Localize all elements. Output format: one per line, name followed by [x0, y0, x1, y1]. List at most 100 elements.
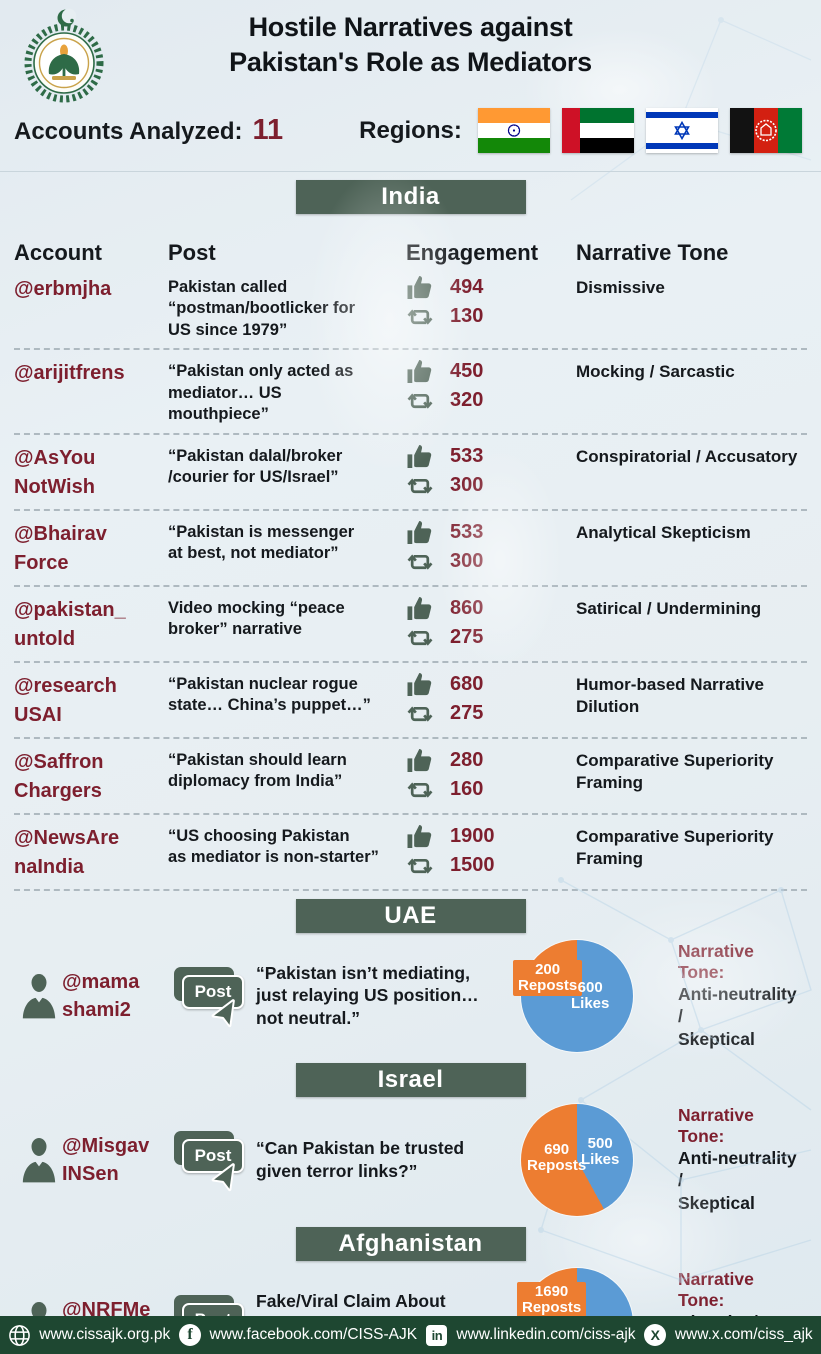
narrative-tone-label: Narrative Tone: — [678, 1268, 754, 1310]
quote-text: “Can Pakistan be trusted given terror li… — [256, 1137, 465, 1181]
pie-chart-uae: 200 Reposts 600 Likes — [513, 939, 633, 1052]
regions-row: Regions: — [359, 108, 802, 153]
thumbs-up-icon — [407, 360, 432, 384]
table-row: @erbmjha Pakistan called “postman/bootli… — [14, 266, 807, 351]
repost-icon — [407, 554, 433, 570]
post-icon: Post — [172, 959, 256, 1033]
network-decoration — [538, 877, 812, 1283]
post-text: “US choosing Pakistan as mediator is non… — [168, 826, 379, 867]
table-row: @Bhairav Force “Pakistan is messenger at… — [14, 511, 807, 587]
likes-count: 280 — [450, 748, 484, 771]
narrative-tone: Conspiratorial / Accusatory — [576, 446, 798, 466]
account-handle[interactable]: @research USAI — [14, 674, 117, 726]
account-handle[interactable]: @arijitfrens — [14, 362, 125, 385]
cursor-icon — [211, 998, 235, 1027]
thumbs-up-icon — [407, 520, 432, 544]
narrative-tone: Dismissive — [576, 278, 665, 297]
table-row: @research USAI “Pakistan nuclear rogue s… — [14, 663, 807, 739]
engagement-cell: 450 320 — [406, 359, 576, 413]
uae-flag-icon — [561, 108, 634, 153]
post-text: “Pakistan nuclear rogue state… China’s p… — [168, 674, 371, 715]
narrative-tone: Comparative Superiority Framing — [576, 826, 774, 868]
x-icon: X — [644, 1324, 667, 1347]
repost-icon — [407, 858, 433, 874]
column-header-engagement: Engagement — [406, 240, 539, 265]
engagement-cell: 1900 1500 — [406, 824, 576, 878]
post-text: Video mocking “peace broker” narrative — [168, 598, 345, 639]
narrative-tone: Mocking / Sarcastic — [576, 362, 735, 382]
thumbs-up-icon — [407, 748, 432, 772]
facebook-icon: f — [179, 1324, 202, 1347]
footer-link-x[interactable]: X www.x.com/ciss_ajk — [644, 1324, 813, 1347]
afghanistan-flag-icon — [729, 108, 802, 153]
pie-reposts-label: 690 Reposts — [527, 1140, 587, 1174]
reposts-count: 160 — [450, 777, 484, 800]
table-row: @NewsAre naIndia “US choosing Pakistan a… — [14, 815, 807, 891]
thumbs-up-icon — [407, 596, 432, 620]
reposts-count: 275 — [450, 701, 484, 724]
quote-text: “Pakistan isn’t mediating, just relaying… — [256, 962, 479, 1029]
column-header-narrative-tone: Narrative Tone — [576, 240, 729, 265]
globe-icon — [8, 1324, 31, 1347]
account-handle[interactable]: @Misgav INSen — [62, 1134, 150, 1185]
engagement-cell: 280 160 — [406, 748, 576, 802]
thumbs-up-icon — [407, 824, 432, 848]
repost-icon — [407, 478, 433, 494]
india-table: Account Post Engagement Narrative Tone @… — [14, 240, 807, 891]
narrative-tone: Satirical / Undermining — [576, 598, 762, 618]
engagement-cell: 494 130 — [406, 275, 576, 329]
table-row: @Saffron Chargers “Pakistan should learn… — [14, 739, 807, 815]
account-handle[interactable]: @Saffron Chargers — [14, 750, 104, 802]
footer-link-linkedin[interactable]: in www.linkedin.com/ciss-ajk — [425, 1324, 636, 1347]
repost-icon — [407, 706, 433, 722]
reposts-count: 300 — [450, 549, 484, 572]
table-row: @arijitfrens “Pakistan only acted as med… — [14, 350, 807, 435]
post-icon-label: Post — [194, 1145, 232, 1165]
footer-url: www.cissajk.org.pk — [39, 1326, 171, 1343]
india-flag-icon — [477, 108, 550, 153]
engagement-cell: 533 300 — [406, 444, 576, 498]
pie-reposts-label: 200 Reposts — [513, 959, 583, 996]
narrative-tone-value: Anti-neutrality / Skeptical — [678, 1147, 797, 1214]
account-handle[interactable]: @NewsAre naIndia — [14, 826, 120, 878]
engagement-cell: 533 300 — [406, 520, 576, 574]
account-handle[interactable]: @erbmjha — [14, 278, 112, 300]
post-icon-label: Post — [194, 981, 232, 1001]
thumbs-up-icon — [407, 672, 432, 696]
regions-label: Regions: — [359, 116, 462, 144]
uae-row: @mama shami2 Post “Pakistan isn’t mediat… — [16, 937, 805, 1055]
repost-icon — [407, 630, 433, 646]
stats-row: Accounts Analyzed: 11 Regions: — [0, 108, 821, 153]
footer: www.cissajk.org.pk f www.facebook.com/CI… — [0, 1316, 821, 1354]
footer-link-website[interactable]: www.cissajk.org.pk — [8, 1324, 170, 1347]
cursor-icon — [211, 1162, 235, 1191]
pie-likes-label: 600 Likes — [571, 978, 610, 1012]
account-handle[interactable]: @mama shami2 — [62, 970, 140, 1021]
footer-url: www.facebook.com/CISS-AJK — [209, 1326, 418, 1343]
likes-count: 450 — [450, 360, 484, 383]
israel-row: @Misgav INSen Post “Can Pakistan be trus… — [16, 1101, 805, 1219]
india-table-header: Account Post Engagement Narrative Tone — [14, 240, 807, 266]
footer-url: www.linkedin.com/ciss-ajk — [456, 1326, 636, 1343]
section-banner-uae: UAE — [295, 898, 526, 933]
post-text: Pakistan called “postman/bootlicker for … — [168, 278, 356, 339]
thumbs-up-icon — [407, 276, 432, 299]
account-handle[interactable]: @AsYou NotWish — [14, 446, 96, 498]
narrative-tone: Analytical Skepticism — [576, 522, 751, 542]
account-handle[interactable]: @pakistan_ untold — [14, 598, 126, 650]
engagement-cell: 860 275 — [406, 596, 576, 650]
account-handle[interactable]: @Bhairav Force — [14, 522, 107, 574]
post-text: “Pakistan is messenger at best, not medi… — [168, 522, 355, 563]
narrative-tone-block: Narrative Tone: Anti-neutrality / Skepti… — [652, 1105, 805, 1215]
repost-icon — [407, 782, 433, 798]
repost-icon — [407, 309, 433, 325]
section-banner-india: India — [295, 180, 526, 214]
footer-link-facebook[interactable]: f www.facebook.com/CISS-AJK — [179, 1324, 418, 1347]
narrative-tone-block: Narrative Tone: Anti-neutrality / Skepti… — [652, 941, 805, 1051]
likes-count: 533 — [450, 444, 484, 467]
likes-count: 494 — [450, 276, 484, 298]
accounts-analyzed-label: Accounts Analyzed: — [14, 118, 243, 145]
linkedin-icon: in — [425, 1324, 448, 1347]
engagement-cell: 680 275 — [406, 672, 576, 726]
